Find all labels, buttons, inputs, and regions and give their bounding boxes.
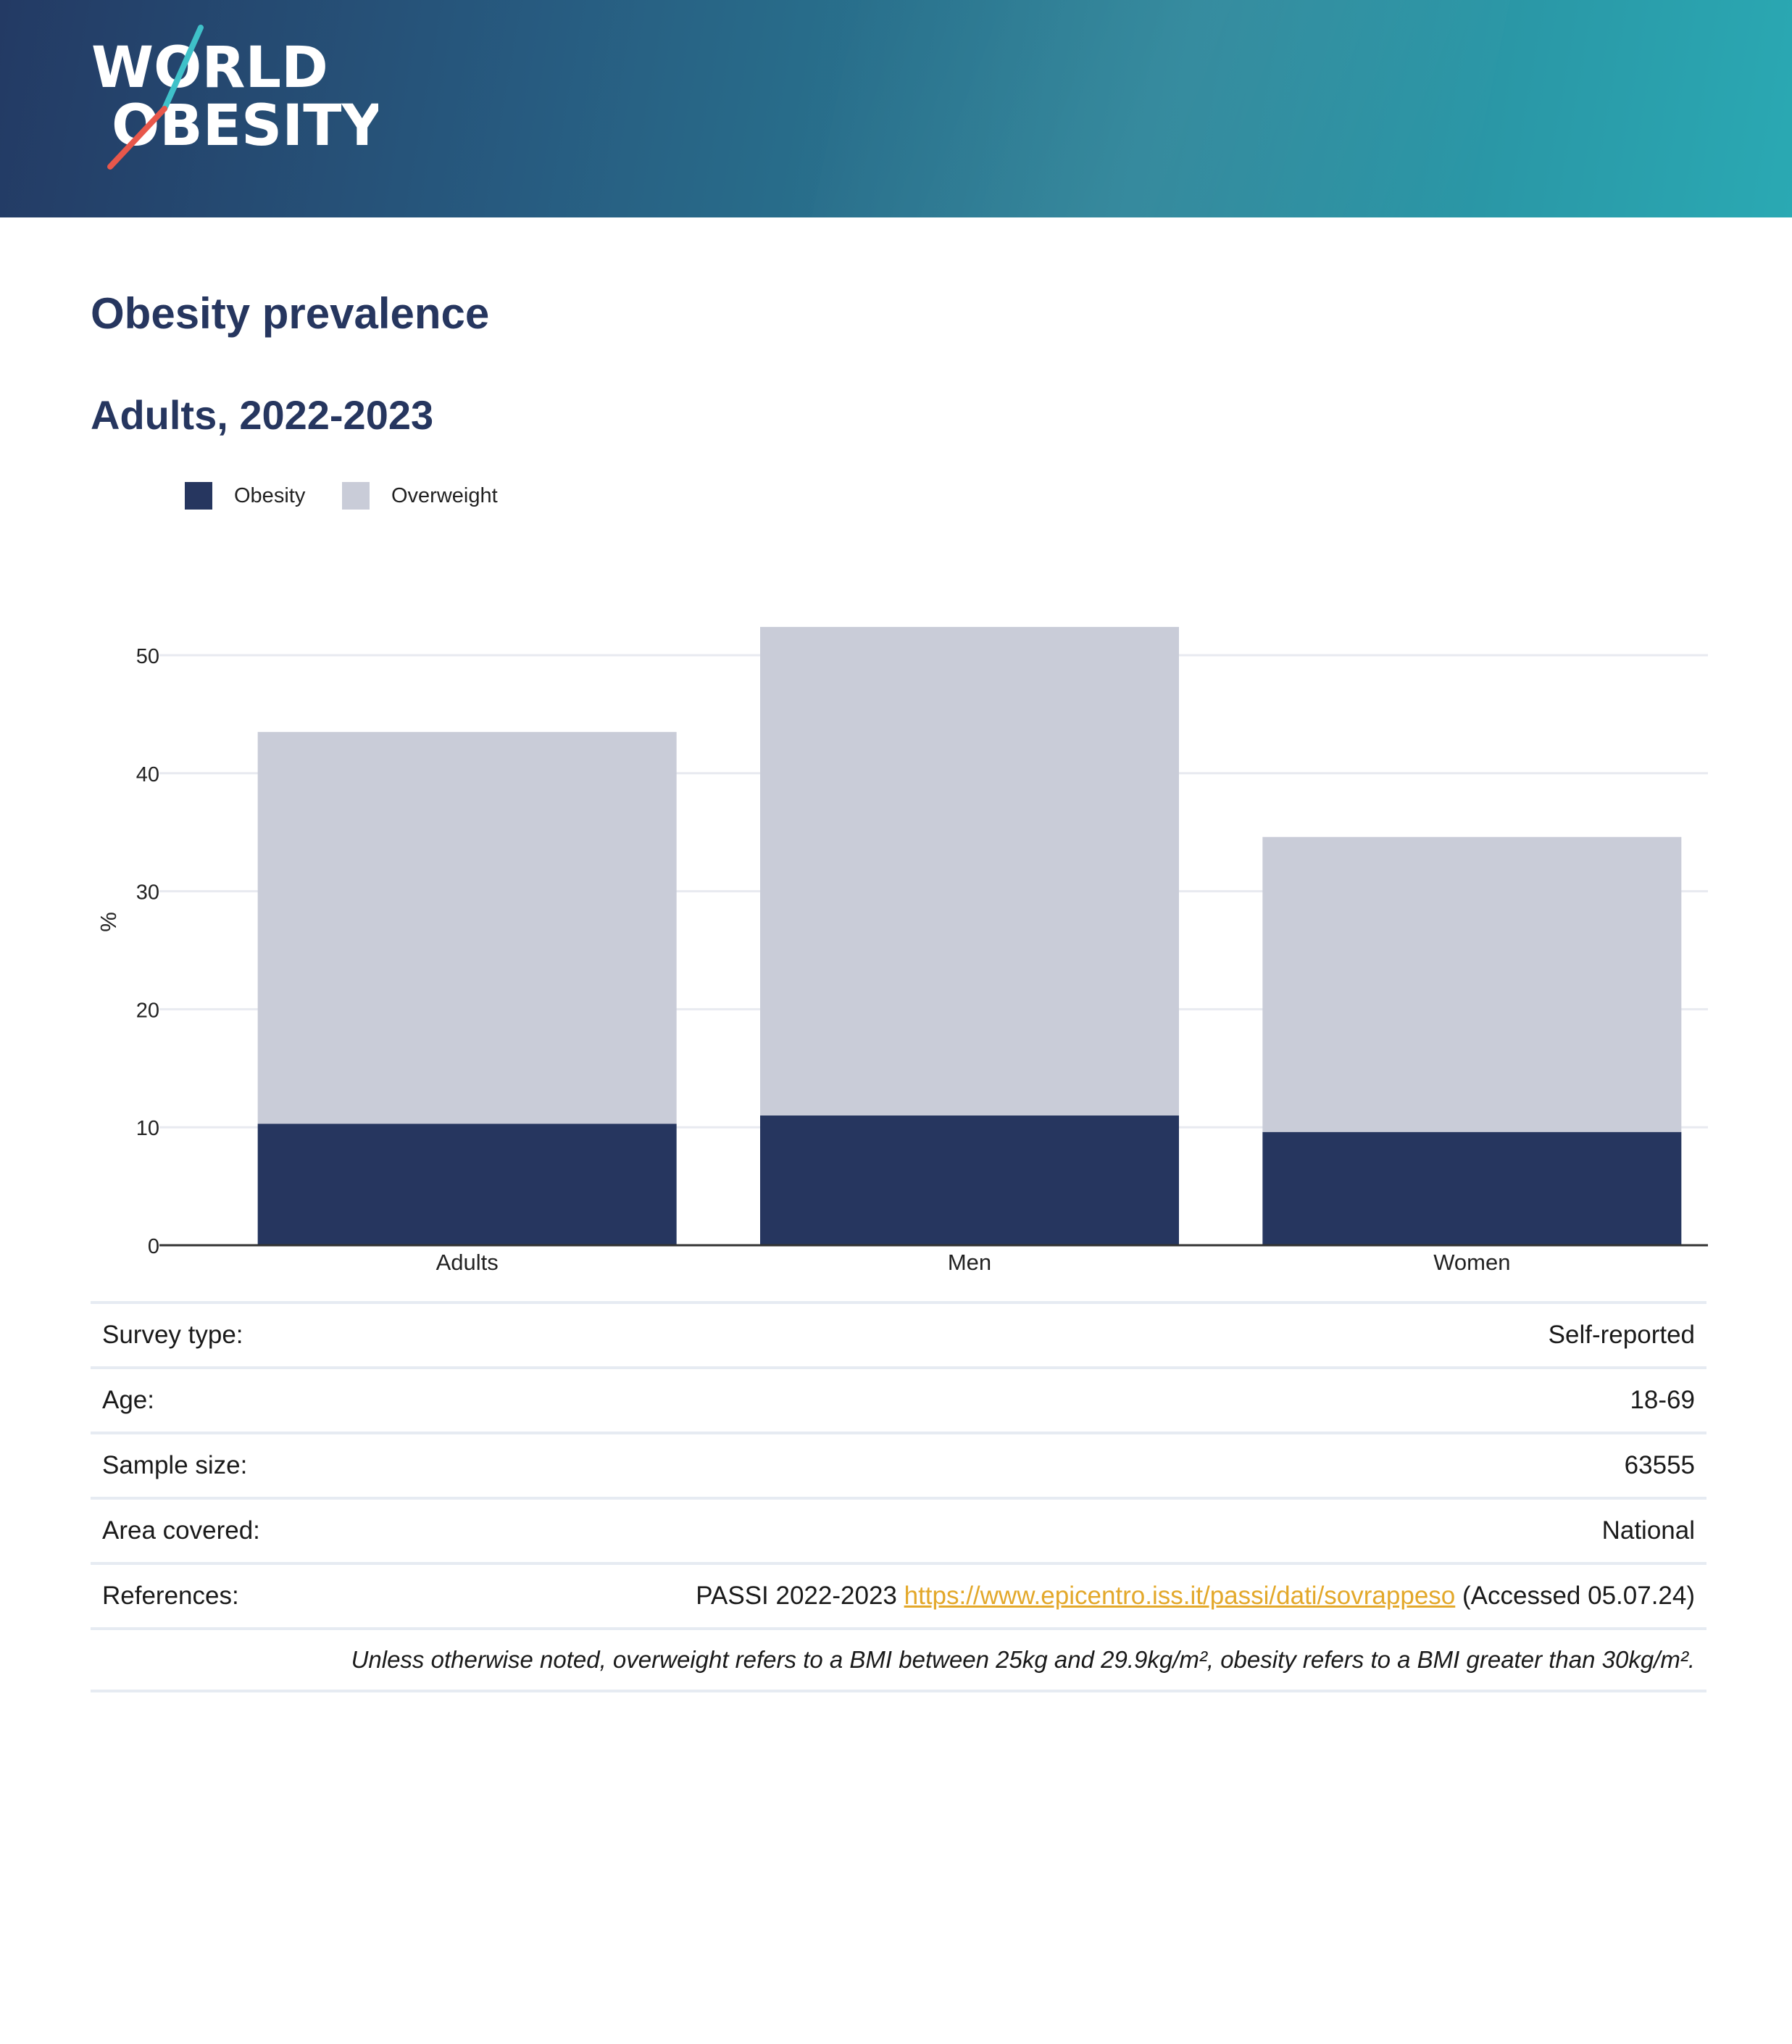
x-tick-label-women: Women bbox=[1433, 1250, 1510, 1275]
definitions-note: Unless otherwise noted, overweight refer… bbox=[351, 1646, 1695, 1673]
area-covered-value: National bbox=[1601, 1516, 1695, 1545]
y-axis-title: % bbox=[96, 912, 121, 932]
references-label: References: bbox=[102, 1582, 239, 1610]
header-banner: WORLD OBESITY bbox=[0, 0, 1792, 217]
logo-slash-red bbox=[107, 106, 167, 170]
info-row-sample-size: Sample size: 63555 bbox=[91, 1432, 1706, 1497]
survey-type-value: Self-reported bbox=[1548, 1321, 1695, 1349]
references-value: PASSI 2022-2023 https://www.epicentro.is… bbox=[696, 1582, 1695, 1611]
logo-line-1: WORLD bbox=[91, 36, 328, 101]
chart-subtitle: Adults, 2022-2023 bbox=[91, 392, 434, 438]
y-tick-label-20: 20 bbox=[136, 999, 159, 1022]
references-source: PASSI 2022-2023 bbox=[696, 1582, 897, 1610]
info-row-references: References: PASSI 2022-2023 https://www.… bbox=[91, 1562, 1706, 1627]
bar-women-overweight bbox=[1262, 836, 1682, 1132]
sample-size-value: 63555 bbox=[1624, 1451, 1695, 1479]
y-tick-label-30: 30 bbox=[136, 881, 159, 905]
survey-info-table: Survey type: Self-reported Age: 18-69 Sa… bbox=[91, 1301, 1706, 1692]
references-accessed: (Accessed 05.07.24) bbox=[1462, 1582, 1695, 1610]
bar-men-obesity bbox=[760, 1115, 1179, 1245]
page-title: Obesity prevalence bbox=[91, 289, 490, 338]
x-tick-label-adults: Adults bbox=[436, 1250, 499, 1275]
legend-swatch-overweight bbox=[342, 482, 370, 510]
info-row-age: Age: 18-69 bbox=[91, 1366, 1706, 1432]
bar-adults-obesity bbox=[257, 1123, 677, 1245]
age-value: 18-69 bbox=[1630, 1386, 1695, 1414]
y-tick-label-50: 50 bbox=[136, 645, 159, 668]
logo-slash-teal bbox=[162, 25, 204, 112]
y-tick-label-10: 10 bbox=[136, 1117, 159, 1140]
bar-women-obesity bbox=[1262, 1131, 1682, 1245]
sample-size-label: Sample size: bbox=[102, 1451, 248, 1479]
y-tick-label-40: 40 bbox=[136, 763, 159, 786]
age-label: Age: bbox=[102, 1386, 154, 1414]
info-row-note: Unless otherwise noted, overweight refer… bbox=[91, 1627, 1706, 1692]
info-row-survey-type: Survey type: Self-reported bbox=[91, 1301, 1706, 1366]
logo-line-2: OBESITY bbox=[112, 94, 378, 159]
world-obesity-logo: WORLD OBESITY bbox=[91, 25, 378, 170]
y-tick-label-0: 0 bbox=[148, 1235, 159, 1258]
references-link[interactable]: https://www.epicentro.iss.it/passi/dati/… bbox=[904, 1582, 1456, 1610]
legend-label-overweight: Overweight bbox=[391, 484, 498, 507]
info-row-area-covered: Area covered: National bbox=[91, 1497, 1706, 1562]
bar-men-overweight bbox=[760, 626, 1179, 1116]
x-tick-label-men: Men bbox=[948, 1250, 991, 1275]
bar-adults-overweight bbox=[257, 731, 677, 1124]
legend-label-obesity: Obesity bbox=[234, 484, 306, 507]
area-covered-label: Area covered: bbox=[102, 1516, 260, 1545]
legend-swatch-obesity bbox=[185, 482, 212, 510]
survey-type-label: Survey type: bbox=[102, 1321, 243, 1349]
stacked-bar-chart: 0 10 20 30 40 50% Adults Men Women bbox=[96, 626, 1708, 1275]
